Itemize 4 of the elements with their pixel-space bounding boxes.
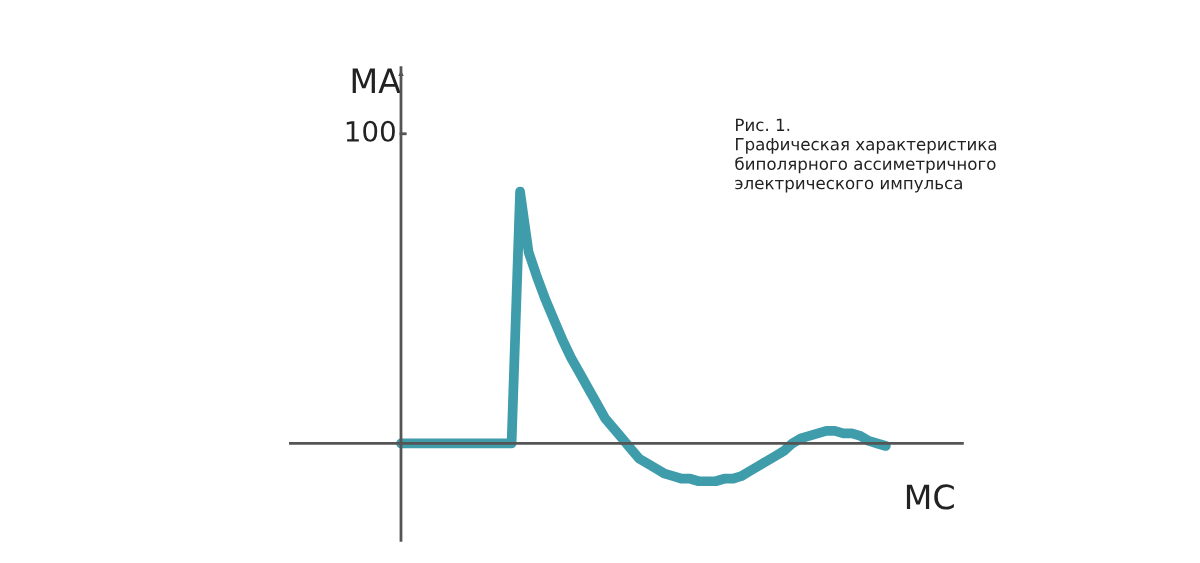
annotation: Рис. 1. Графическая характеристика биполярного ассиметричного электрического импульса — [735, 118, 997, 193]
y-axis-title: МА — [352, 68, 401, 93]
text: 100 — [346, 120, 395, 142]
x-axis-title: МС — [906, 484, 954, 510]
